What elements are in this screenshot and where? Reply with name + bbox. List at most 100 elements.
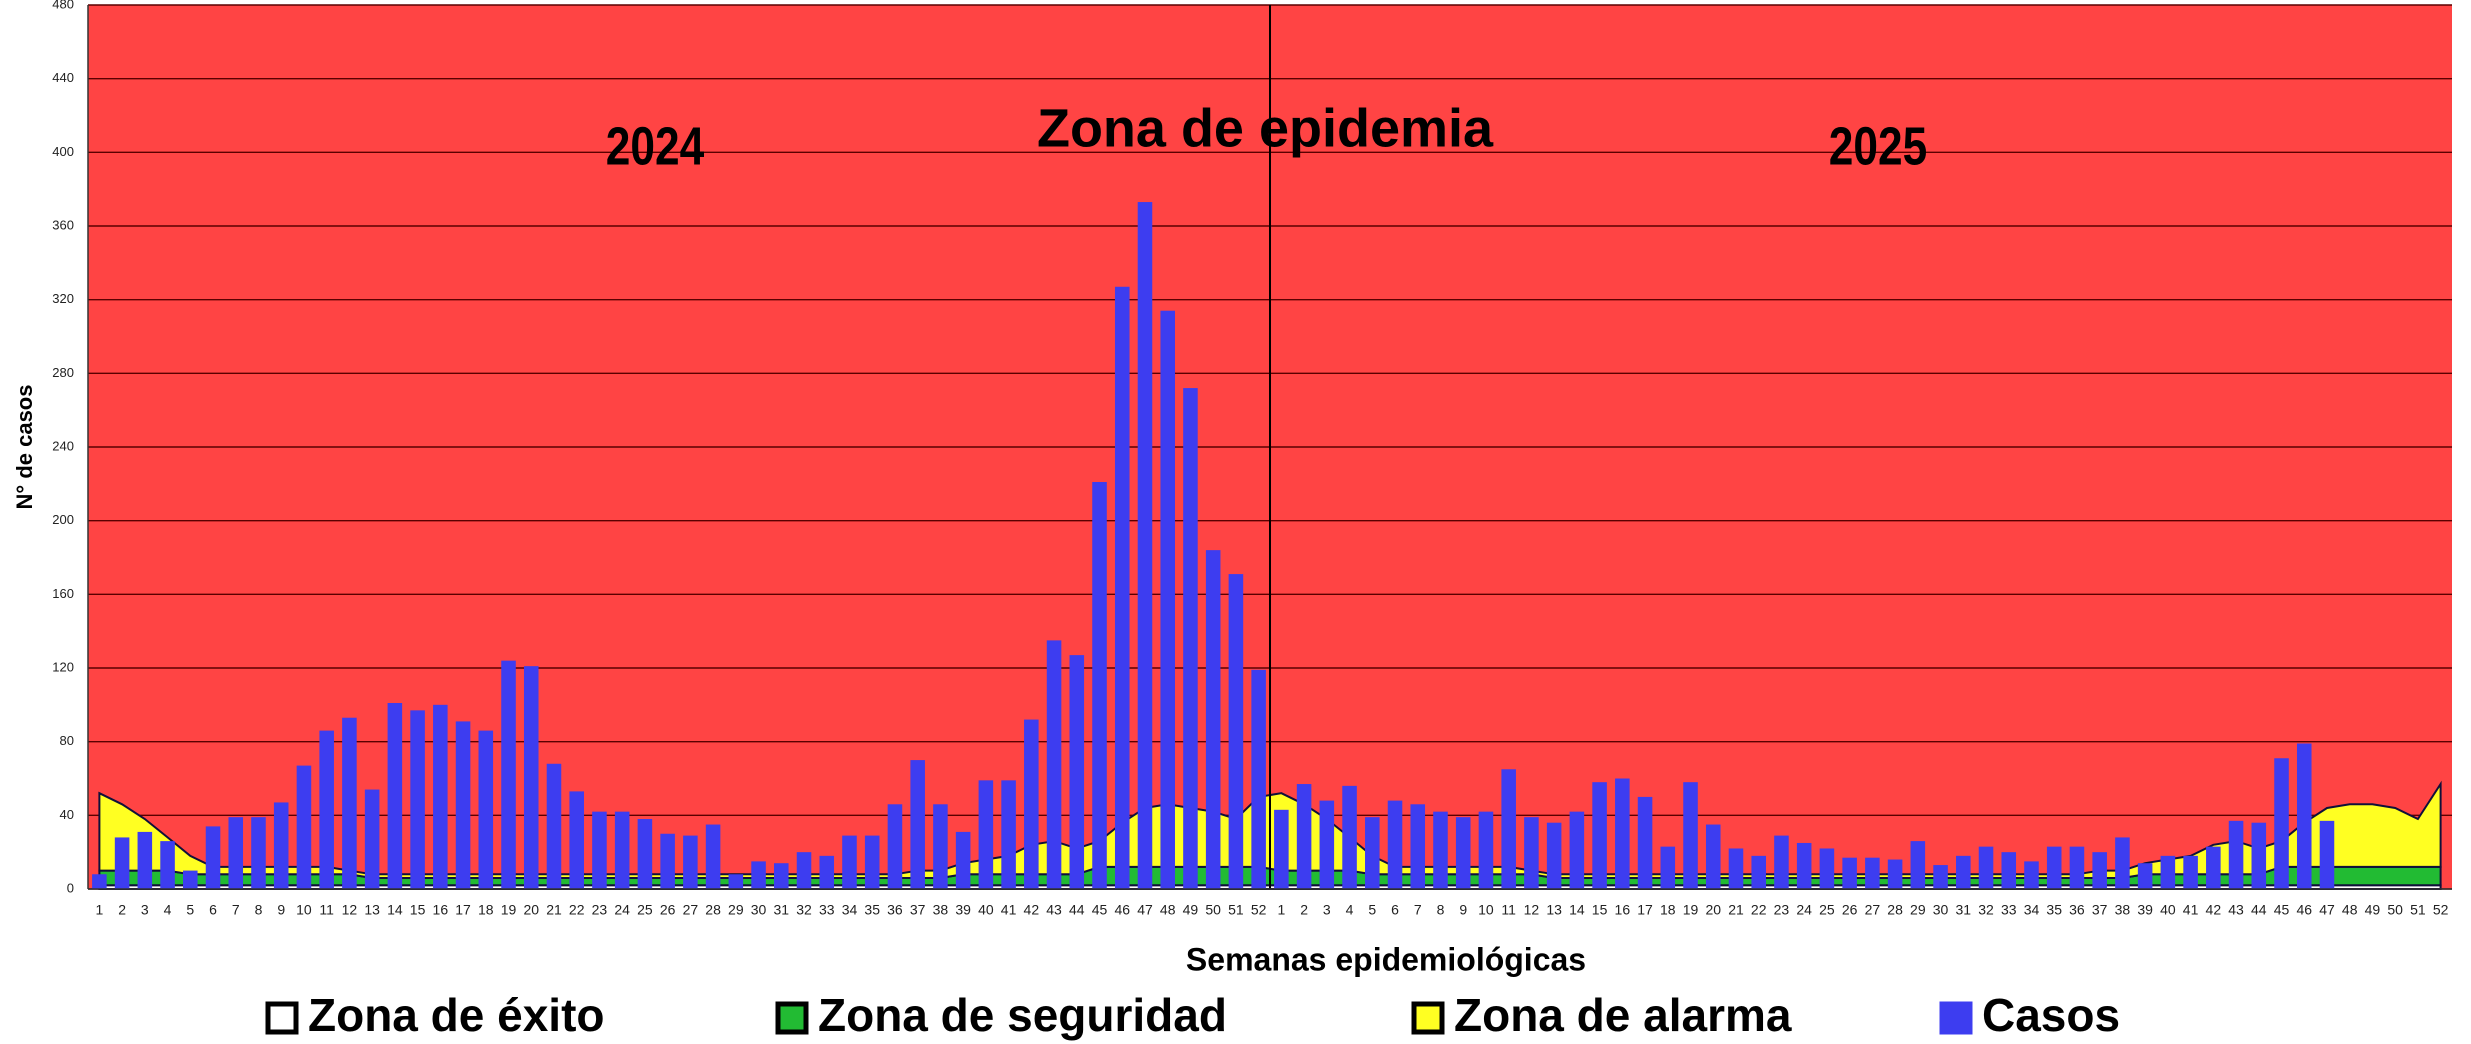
x-tick-label: 28 — [1887, 902, 1903, 918]
x-tick-label: 27 — [683, 902, 699, 918]
x-tick-label: 43 — [2228, 902, 2244, 918]
bar — [660, 833, 675, 889]
bar — [1001, 780, 1016, 889]
x-tick-label: 4 — [164, 902, 172, 918]
y-tick-label: 200 — [52, 512, 74, 527]
bar — [183, 870, 198, 889]
annotation: 2024 — [606, 116, 705, 176]
bar — [1501, 769, 1516, 889]
bar — [228, 817, 244, 889]
legend-label: Zona de seguridad — [818, 989, 1227, 1041]
x-tick-label: 3 — [141, 902, 149, 918]
x-tick-label: 5 — [186, 902, 194, 918]
x-tick-label: 16 — [1615, 902, 1631, 918]
x-tick-label: 28 — [705, 902, 721, 918]
bar — [160, 841, 175, 889]
bar — [978, 780, 994, 889]
bar — [1114, 286, 1130, 889]
legend-label: Zona de alarma — [1454, 989, 1792, 1041]
legend-label: Zona de éxito — [308, 989, 604, 1041]
annotation: 2025 — [1829, 116, 1927, 176]
x-tick-label: 36 — [887, 902, 903, 918]
x-tick-label: 52 — [2433, 902, 2449, 918]
bar — [501, 660, 516, 889]
y-axis-title: N° de casos — [12, 385, 37, 510]
x-tick-label: 47 — [2319, 902, 2335, 918]
y-tick-label: 120 — [52, 659, 74, 674]
x-tick-label: 18 — [1660, 902, 1676, 918]
bar — [1228, 574, 1244, 889]
x-axis-title: Semanas epidemiológicas — [1186, 941, 1586, 977]
x-tick-label: 44 — [1069, 902, 1085, 918]
bar — [410, 710, 425, 889]
x-tick-label: 26 — [660, 902, 676, 918]
x-tick-label: 37 — [910, 902, 926, 918]
x-tick-label: 47 — [1137, 902, 1153, 918]
x-tick-label: 31 — [1955, 902, 1971, 918]
legend-swatch — [1411, 1001, 1445, 1035]
bar — [2001, 852, 2017, 889]
bar — [1615, 778, 1630, 889]
bar — [1819, 848, 1835, 889]
bar — [1342, 785, 1357, 889]
y-tick-label: 360 — [52, 217, 74, 232]
x-tick-label: 51 — [2410, 902, 2426, 918]
y-tick-label: 440 — [52, 70, 74, 85]
x-tick-label: 24 — [1796, 902, 1812, 918]
x-tick-label: 33 — [2001, 902, 2017, 918]
bar — [1569, 811, 1585, 889]
y-tick-label: 0 — [67, 880, 74, 895]
x-tick-label: 50 — [2387, 902, 2403, 918]
bar — [1319, 800, 1335, 889]
x-tick-label: 44 — [2251, 902, 2267, 918]
bar — [1933, 865, 1948, 889]
x-tick-label: 21 — [546, 902, 562, 918]
x-tick-label: 40 — [2160, 902, 2176, 918]
bar — [1296, 784, 1312, 889]
bar — [751, 861, 766, 889]
bar — [1751, 855, 1766, 889]
x-tick-label: 41 — [1001, 902, 1017, 918]
bar — [1046, 640, 1062, 889]
bar — [2228, 820, 2244, 889]
bar — [273, 802, 289, 889]
x-tick-label: 24 — [614, 902, 630, 918]
y-tick-label: 240 — [52, 438, 74, 453]
x-tick-label: 7 — [1414, 902, 1422, 918]
x-tick-label: 38 — [2115, 902, 2131, 918]
x-tick-label: 52 — [1251, 902, 1267, 918]
x-tick-label: 46 — [2296, 902, 2312, 918]
x-tick-label: 29 — [728, 902, 744, 918]
bar — [1978, 846, 1994, 889]
bar — [2137, 863, 2153, 889]
x-tick-label: 21 — [1728, 902, 1744, 918]
x-tick-label: 25 — [1819, 902, 1835, 918]
bar — [1160, 310, 1175, 889]
x-tick-label: 12 — [1524, 902, 1540, 918]
x-tick-label: 45 — [1092, 902, 1108, 918]
bar — [1433, 811, 1448, 889]
bar — [1069, 655, 1085, 889]
x-tick-label: 10 — [1478, 902, 1494, 918]
x-tick-label: 43 — [1046, 902, 1062, 918]
x-tick-label: 42 — [2206, 902, 2222, 918]
x-tick-label: 14 — [387, 902, 403, 918]
bar — [2069, 846, 2085, 889]
x-tick-label: 48 — [2342, 902, 2358, 918]
bar — [1705, 824, 1721, 889]
legend-swatch — [265, 1001, 299, 1035]
bar — [1137, 202, 1153, 889]
x-tick-label: 34 — [842, 902, 858, 918]
bar — [1637, 796, 1653, 889]
x-tick-label: 14 — [1569, 902, 1585, 918]
x-tick-label: 31 — [773, 902, 789, 918]
bar — [2296, 743, 2312, 889]
x-tick-label: 30 — [1933, 902, 1949, 918]
x-tick-label: 15 — [410, 902, 426, 918]
bar — [342, 717, 357, 889]
y-tick-label: 480 — [52, 0, 74, 11]
bar — [2115, 837, 2130, 889]
bar — [1455, 817, 1471, 889]
bar — [1524, 817, 1539, 889]
bar — [319, 730, 334, 889]
